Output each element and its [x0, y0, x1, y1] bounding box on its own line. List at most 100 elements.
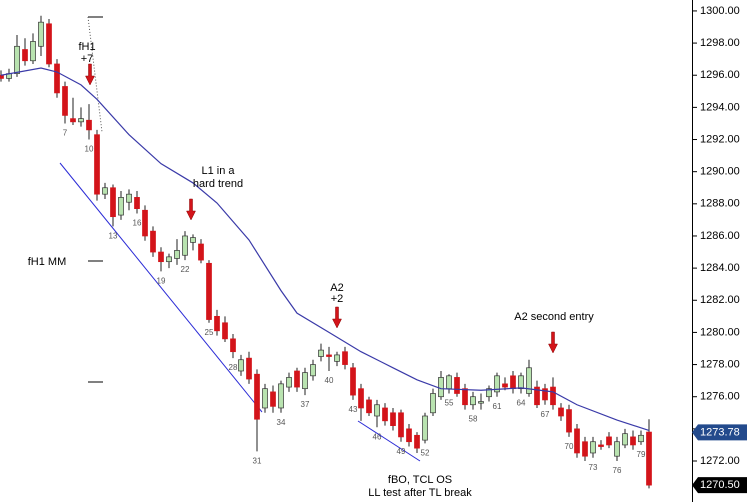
bar-number: 16 — [133, 219, 142, 228]
y-tick-label: 1294.00 — [700, 101, 740, 113]
y-tick-label: 1292.00 — [700, 133, 740, 145]
candle-body — [454, 377, 460, 394]
candle-body — [62, 86, 68, 116]
candle-body — [606, 436, 612, 446]
arrow — [332, 306, 342, 329]
candle-body — [534, 386, 540, 406]
candle-body — [374, 404, 380, 417]
bar-number: 7 — [63, 129, 68, 138]
candle-body — [134, 197, 140, 209]
bar-number: 52 — [421, 448, 430, 457]
candle-body — [422, 415, 428, 441]
candle-body — [366, 399, 372, 414]
candle-body — [390, 412, 396, 426]
bar-number: 67 — [541, 410, 550, 419]
candle-body — [334, 354, 340, 362]
bar-number: 58 — [469, 415, 478, 424]
candle-body — [342, 351, 348, 365]
candle-body — [494, 375, 500, 393]
candle-body — [246, 357, 252, 380]
trend-line — [357, 420, 421, 462]
candle-body — [558, 407, 564, 417]
bar-number: 13 — [109, 231, 118, 240]
price-tag — [692, 477, 747, 494]
bar-number: 73 — [589, 463, 598, 472]
candle-body — [430, 393, 436, 414]
y-tick-label: 1276.00 — [700, 391, 740, 403]
y-tick-label: 1282.00 — [700, 294, 740, 306]
candle-body — [358, 388, 364, 409]
candle-body — [126, 193, 132, 203]
candle-body — [142, 209, 148, 237]
candle-body — [294, 370, 300, 388]
candle-body — [406, 428, 412, 443]
candle-body — [0, 74, 4, 79]
candle-body — [14, 45, 20, 74]
arrow — [85, 63, 95, 86]
candle-body — [622, 433, 628, 446]
candle-body — [646, 431, 652, 486]
candle-body — [182, 235, 188, 256]
y-tick-label: 1300.00 — [700, 5, 740, 17]
bar-number: 70 — [565, 442, 574, 451]
candle-body — [230, 338, 236, 353]
bar-number: 22 — [181, 265, 190, 274]
candle-body — [254, 373, 260, 420]
candle-body — [350, 367, 356, 396]
candle-body — [326, 354, 332, 357]
candle-body — [398, 412, 404, 438]
y-tick-label: 1290.00 — [700, 166, 740, 178]
plot: 1272.001274.001276.001278.001280.001282.… — [0, 5, 740, 489]
y-tick-label: 1298.00 — [700, 37, 740, 49]
candle-body — [70, 118, 76, 123]
candle-body — [598, 444, 604, 447]
y-tick-label: 1288.00 — [700, 198, 740, 210]
candle-body — [502, 383, 508, 388]
mm-dotted — [87, 16, 103, 133]
candle-body — [278, 383, 284, 409]
candle-body — [574, 428, 580, 454]
candle-body — [478, 401, 484, 404]
bar-number: 28 — [229, 363, 238, 372]
price-tag-label: 1273.78 — [700, 426, 740, 438]
candle-body — [30, 41, 36, 62]
candle-body — [118, 197, 124, 216]
candle-body — [438, 377, 444, 398]
annotation: LL test after TL break — [368, 487, 472, 499]
y-tick-label: 1296.00 — [700, 69, 740, 81]
bar-number: 10 — [85, 145, 94, 154]
bar-number: 40 — [325, 376, 334, 385]
bar-number: 61 — [493, 402, 502, 411]
annotation: +2 — [331, 293, 344, 305]
candle-body — [582, 441, 588, 457]
y-tick-label: 1280.00 — [700, 326, 740, 338]
y-tick-label: 1278.00 — [700, 358, 740, 370]
price-tag — [692, 424, 747, 441]
candle-body — [302, 372, 308, 390]
candle-body — [158, 251, 164, 263]
y-tick-label: 1286.00 — [700, 230, 740, 242]
candle-body — [318, 349, 324, 357]
y-tick-label: 1284.00 — [700, 262, 740, 274]
arrow — [548, 331, 558, 354]
candle-body — [222, 322, 228, 340]
candle-body — [174, 250, 180, 259]
candle-body — [518, 375, 524, 390]
candle-body — [286, 377, 292, 388]
annotation: A2 — [330, 282, 343, 294]
bar-number: 31 — [253, 456, 262, 465]
candle-body — [94, 134, 100, 195]
annotation: hard trend — [193, 178, 243, 190]
annotation: +7 — [81, 53, 94, 65]
y-tick-label: 1272.00 — [700, 455, 740, 467]
candle-body — [102, 187, 108, 195]
price-tag-label: 1270.50 — [700, 479, 740, 491]
annotation: fH1 MM — [28, 256, 67, 268]
bar-number: 25 — [205, 328, 214, 337]
candle-body — [462, 388, 468, 406]
bar-number: 43 — [349, 405, 358, 414]
candle-body — [270, 391, 276, 407]
candle-body — [214, 315, 220, 332]
candle-body — [526, 367, 532, 394]
